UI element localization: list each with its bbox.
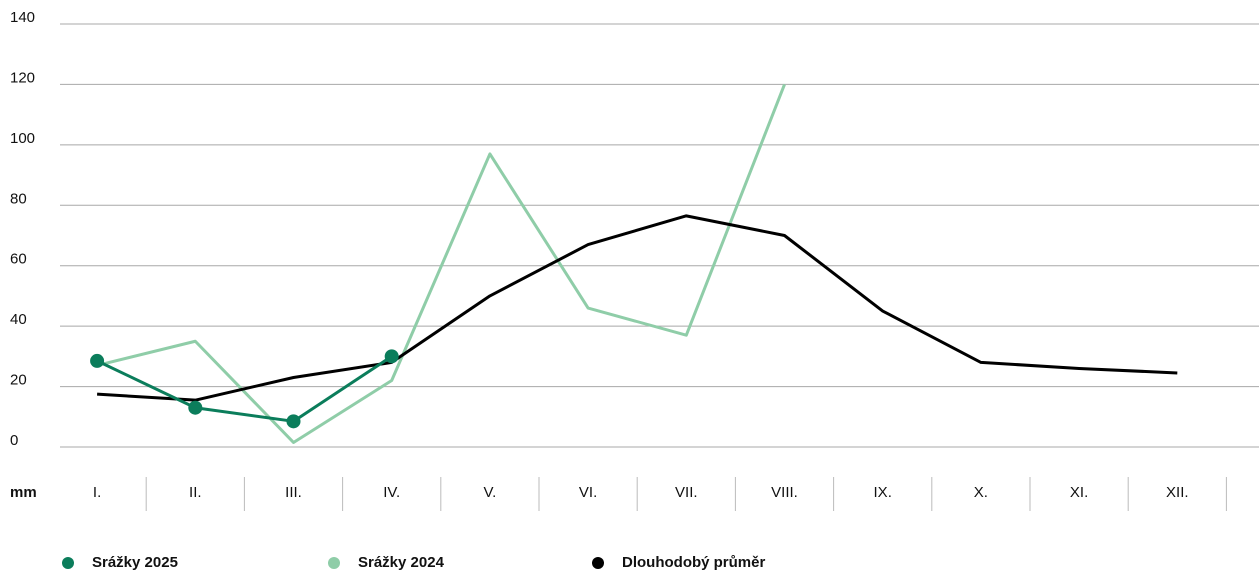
x-tick-label: V. (484, 484, 497, 501)
x-tick-label: X. (974, 484, 988, 501)
x-tick-label: IV. (383, 484, 400, 501)
x-tick-label: VIII. (771, 484, 798, 501)
x-tick-label: XII. (1166, 484, 1189, 501)
legend-label: Srážky 2024 (358, 554, 445, 571)
y-tick-label: 100 (10, 130, 35, 147)
legend-marker (328, 557, 340, 569)
y-tick-label: 80 (10, 190, 27, 207)
point (286, 414, 301, 429)
y-tick-label: 0 (10, 432, 18, 449)
x-tick-label: I. (93, 484, 101, 501)
x-tick-label: XI. (1070, 484, 1088, 501)
series-line (97, 214, 1178, 402)
y-axis-label: mm (10, 484, 37, 501)
legend-label: Srážky 2025 (92, 554, 178, 571)
point (188, 400, 203, 415)
y-tick-label: 140 (10, 9, 35, 26)
y-tick-label: 20 (10, 372, 27, 389)
x-tick-label: II. (189, 484, 202, 501)
point (384, 349, 399, 364)
y-tick-label: 120 (10, 69, 35, 86)
legend-label: Dlouhodobý průměr (622, 554, 765, 571)
legend-marker (592, 557, 604, 569)
legend-marker (62, 557, 74, 569)
x-tick-label: IX. (874, 484, 892, 501)
point (90, 353, 105, 368)
x-tick-label: VII. (675, 484, 698, 501)
series-line (96, 83, 786, 444)
y-tick-label: 40 (10, 311, 27, 328)
y-tick-label: 60 (10, 251, 27, 268)
series-line (96, 355, 393, 423)
x-tick-label: III. (285, 484, 302, 501)
x-tick-label: VI. (579, 484, 597, 501)
